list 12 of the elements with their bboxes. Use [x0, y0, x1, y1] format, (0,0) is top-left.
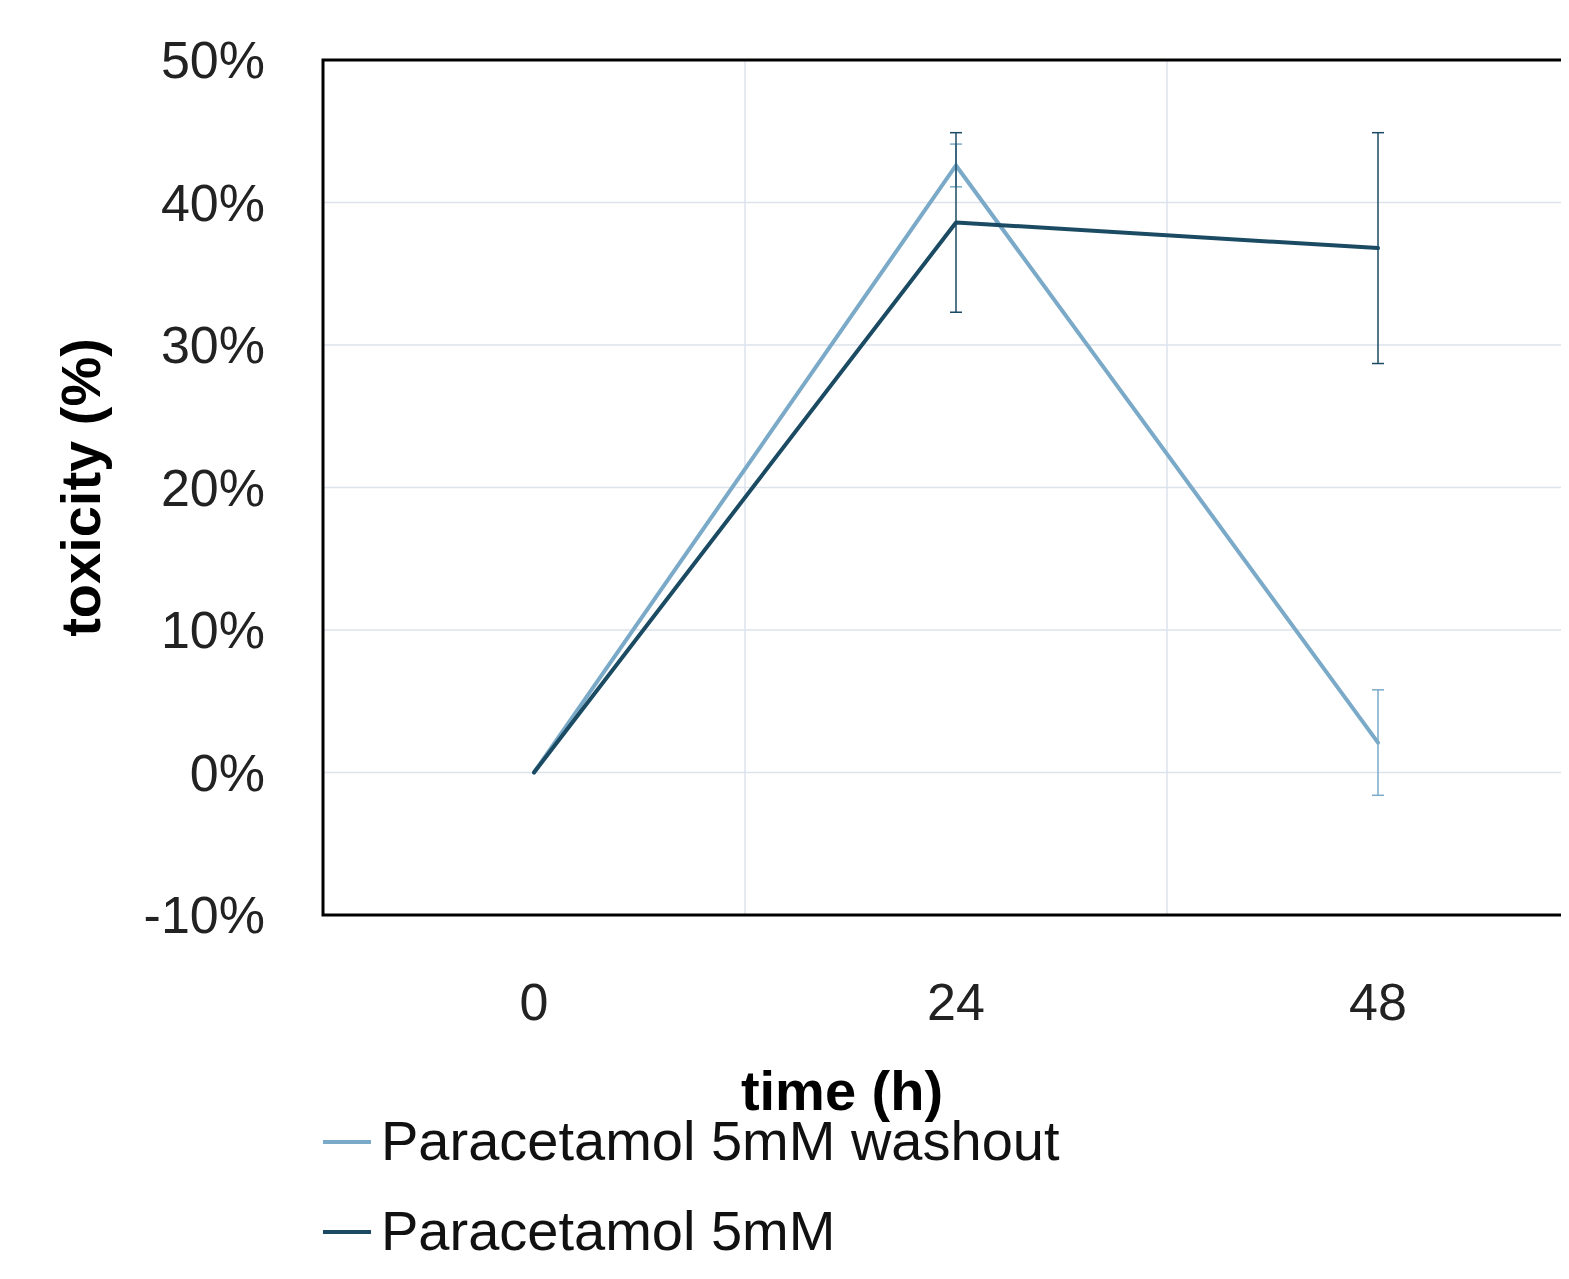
y-tick-label: 10% — [160, 601, 265, 660]
y-tick-label: -10% — [143, 886, 265, 945]
y-tick-label: 20% — [160, 458, 265, 517]
y-tick-label: 40% — [160, 173, 265, 232]
y-axis-title: toxicity (%) — [49, 338, 112, 637]
x-tick-label: 48 — [1349, 973, 1407, 1031]
y-tick-label: 30% — [160, 316, 265, 375]
y-tick-label: 50% — [160, 31, 265, 90]
legend-label: Paracetamol 5mM — [381, 1199, 836, 1262]
y-tick-label: 0% — [189, 743, 265, 802]
x-tick-label: 24 — [927, 973, 985, 1031]
x-tick-label: 0 — [519, 973, 549, 1031]
